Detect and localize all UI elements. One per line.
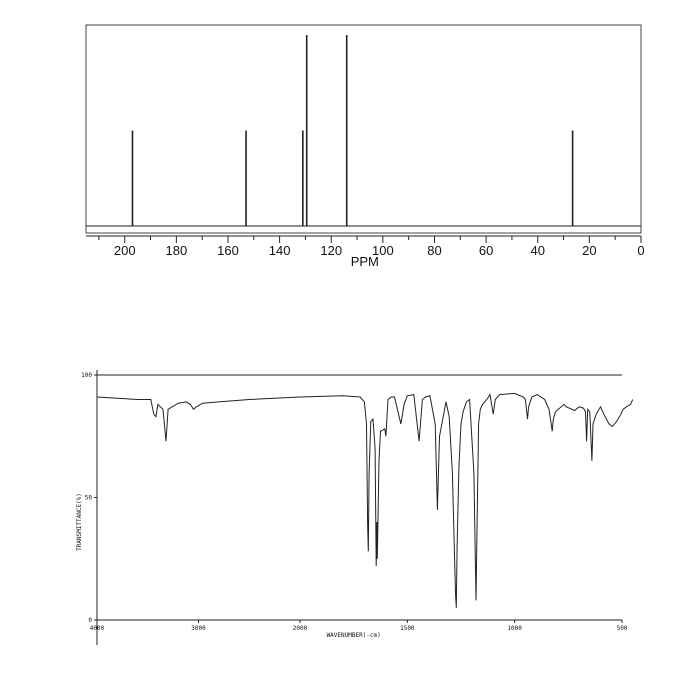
x-tick-label: 60 bbox=[479, 243, 493, 258]
x-tick-label: 20 bbox=[582, 243, 596, 258]
x-tick-label: 180 bbox=[165, 243, 187, 258]
x-tick-label: 4000 bbox=[90, 625, 105, 632]
x-tick-label: 140 bbox=[269, 243, 291, 258]
x-tick-label: 3000 bbox=[191, 625, 206, 632]
x-tick-label: 2000 bbox=[293, 625, 308, 632]
y-axis-label: TRANSMITTANCE(%) bbox=[76, 493, 83, 551]
x-tick-label: 40 bbox=[531, 243, 545, 258]
ir-plot: 0 50 100 4000 3000 2000 1500 1000 500 WAVENUMBER(… bbox=[76, 370, 634, 645]
x-tick-label: 80 bbox=[427, 243, 441, 258]
x-tick-label: 0 bbox=[637, 243, 644, 258]
ir-spectrum-chart: 0 50 100 4000 3000 2000 1500 1000 500 WAVENUMBER(… bbox=[0, 355, 700, 655]
x-axis-label: WAVENUMBER(-cm) bbox=[327, 632, 381, 639]
nmr-spectrum-chart: 200 180 160 140 120 100 80 60 40 20 0 PPM bbox=[0, 0, 700, 290]
x-tick-label: 100 bbox=[372, 243, 394, 258]
x-tick-label: 120 bbox=[320, 243, 342, 258]
x-tick-label: 1000 bbox=[507, 625, 522, 632]
y-tick-label: 100 bbox=[81, 372, 92, 379]
x-axis-label: PPM bbox=[351, 254, 379, 269]
y-tick-label: 50 bbox=[85, 495, 93, 502]
plot-frame bbox=[85, 24, 642, 234]
x-tick-label: 500 bbox=[617, 625, 628, 632]
series-line bbox=[96, 392, 634, 608]
y-tick-label: 0 bbox=[88, 617, 92, 624]
x-tick-label: 1500 bbox=[400, 625, 415, 632]
x-tick-label: 160 bbox=[217, 243, 239, 258]
x-tick-label: 200 bbox=[114, 243, 136, 258]
